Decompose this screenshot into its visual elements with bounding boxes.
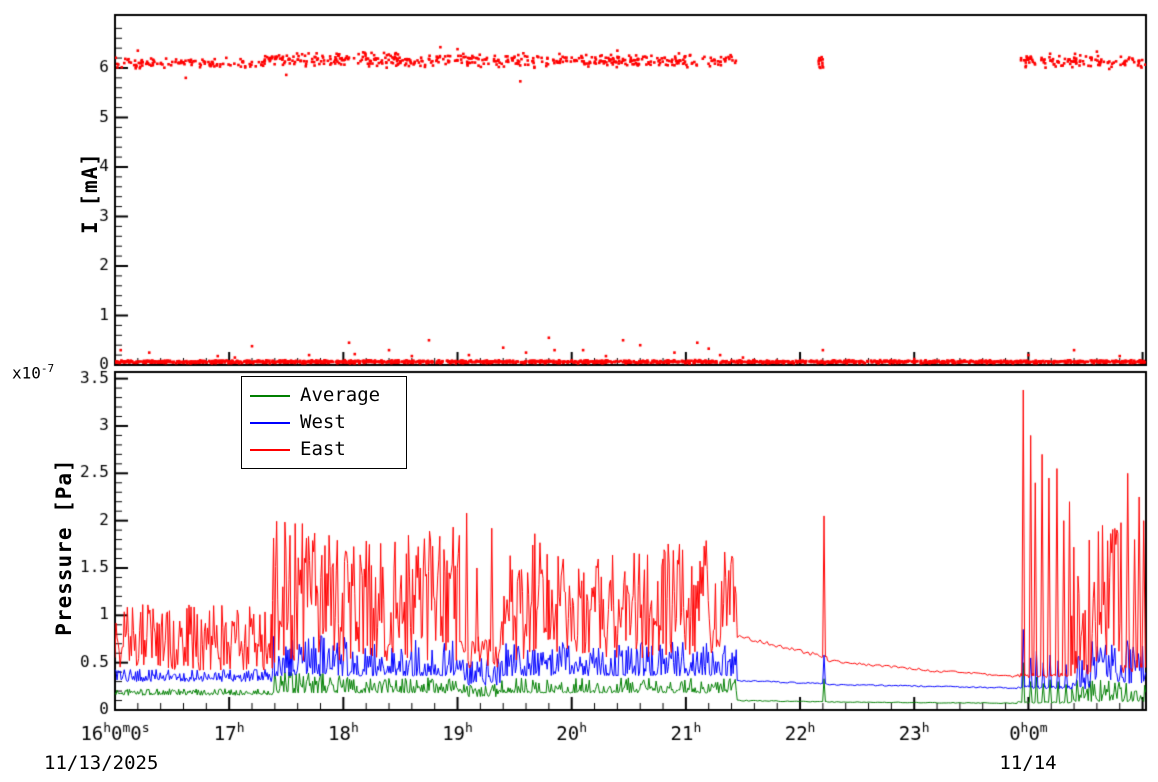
legend-item-average: Average [250,382,398,409]
y-axis-scale-label: x10-7 [12,362,54,382]
scale-prefix: x10 [12,363,41,383]
legend-line-west-icon [250,421,290,424]
y-axis-title-pressure: Pressure [Pa] [52,458,76,636]
legend-label-average: Average [300,384,381,406]
legend-item-east: East [250,436,398,463]
legend: Average West East [241,376,407,469]
y-axis-title-current: I [mA] [78,152,102,234]
legend-line-average-icon [250,394,290,397]
date-label-start: 11/13/2025 [44,752,159,774]
date-label-end: 11/14 [999,752,1057,774]
scale-exponent: -7 [40,362,55,375]
legend-label-west: West [300,411,346,433]
legend-line-east-icon [250,448,290,451]
legend-item-west: West [250,409,398,436]
legend-label-east: East [300,438,346,460]
